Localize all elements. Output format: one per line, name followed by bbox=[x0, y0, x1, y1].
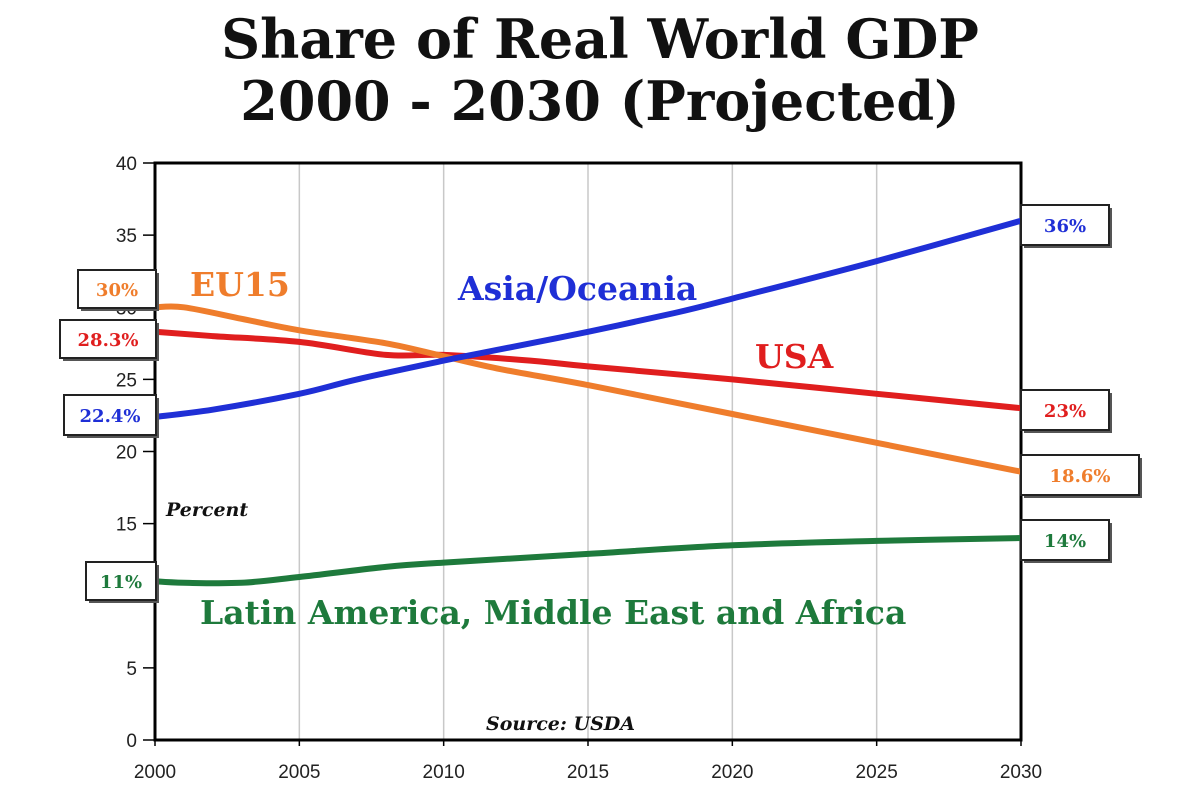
y-tick-label-25: 25 bbox=[116, 370, 137, 391]
series-name-asia-oceania: Asia/Oceania bbox=[457, 269, 697, 308]
value-box-end-usa: 23% bbox=[1020, 389, 1112, 433]
value-box-start-eu15: 30% bbox=[77, 269, 159, 311]
y-tick-label-40: 40 bbox=[116, 154, 137, 175]
series-line-eu15 bbox=[152, 303, 1024, 475]
chart-title: Share of Real World GDP 2000 - 2030 (Pro… bbox=[0, 8, 1200, 132]
value-label-start-usa: 28.3% bbox=[78, 330, 139, 351]
series-line-usa bbox=[152, 328, 1024, 412]
value-label-start-latin-america-middle-east-and-africa: 11% bbox=[100, 572, 142, 593]
x-tick-label-2030: 2030 bbox=[1000, 762, 1042, 783]
value-box-start-usa: 28.3% bbox=[59, 319, 159, 361]
value-label-end-asia-oceania: 36% bbox=[1044, 216, 1086, 237]
value-boxes: 22.4% 28.3% 30% 11% 36% 23% 18.6% 14% bbox=[59, 204, 1142, 603]
value-box-frame bbox=[59, 319, 157, 359]
x-tick-label-2000: 2000 bbox=[134, 762, 176, 783]
series-labels: EU15 Asia/Oceania USA Latin America, Mid… bbox=[165, 265, 906, 735]
value-box-frame bbox=[1020, 454, 1140, 496]
value-box-frame bbox=[63, 394, 157, 436]
value-label-end-eu15: 18.6% bbox=[1050, 466, 1111, 487]
x-tick-label-2020: 2020 bbox=[711, 762, 753, 783]
value-label-start-eu15: 30% bbox=[96, 280, 138, 301]
y-tick-label-20: 20 bbox=[116, 443, 137, 464]
x-tick-label-2025: 2025 bbox=[856, 762, 898, 783]
value-box-frame bbox=[1020, 204, 1110, 246]
chart-title-line-1: Share of Real World GDP bbox=[221, 7, 979, 71]
value-label-end-usa: 23% bbox=[1044, 401, 1086, 422]
chart-title-line-2: 2000 - 2030 (Projected) bbox=[240, 69, 960, 133]
value-box-frame bbox=[1020, 519, 1110, 561]
value-box-frame bbox=[1020, 389, 1110, 431]
y-tick-label-5: 5 bbox=[126, 659, 137, 680]
series-line-latin-america-middle-east-and-africa bbox=[152, 535, 1024, 587]
grid bbox=[298, 163, 878, 740]
x-tick-label-2005: 2005 bbox=[278, 762, 320, 783]
value-label-end-latin-america-middle-east-and-africa: 14% bbox=[1044, 531, 1086, 552]
y-tick-label-0: 0 bbox=[126, 731, 137, 752]
series-name-lameaf: Latin America, Middle East and Africa bbox=[200, 593, 906, 632]
series-lines bbox=[152, 217, 1024, 587]
y-axis-label: Percent bbox=[165, 499, 248, 521]
value-label-start-asia-oceania: 22.4% bbox=[80, 406, 141, 427]
axes: 2000200520102015202020252030051015202530… bbox=[116, 154, 1042, 783]
value-box-end-latin-america-middle-east-and-africa: 14% bbox=[1020, 519, 1112, 563]
value-box-frame bbox=[85, 561, 157, 601]
x-tick-label-2015: 2015 bbox=[567, 762, 609, 783]
y-tick-label-15: 15 bbox=[116, 515, 137, 536]
x-tick-label-2010: 2010 bbox=[423, 762, 465, 783]
series-line-asia-oceania bbox=[152, 217, 1024, 420]
value-box-end-asia-oceania: 36% bbox=[1020, 204, 1112, 248]
value-box-frame bbox=[77, 269, 157, 309]
value-box-end-eu15: 18.6% bbox=[1020, 454, 1142, 498]
y-tick-label-35: 35 bbox=[116, 226, 137, 247]
value-box-start-asia-oceania: 22.4% bbox=[63, 394, 159, 438]
value-box-start-latin-america-middle-east-and-africa: 11% bbox=[85, 561, 159, 603]
series-name-usa: USA bbox=[755, 337, 834, 376]
source-note: Source: USDA bbox=[486, 713, 635, 735]
series-name-eu15: EU15 bbox=[190, 265, 290, 304]
